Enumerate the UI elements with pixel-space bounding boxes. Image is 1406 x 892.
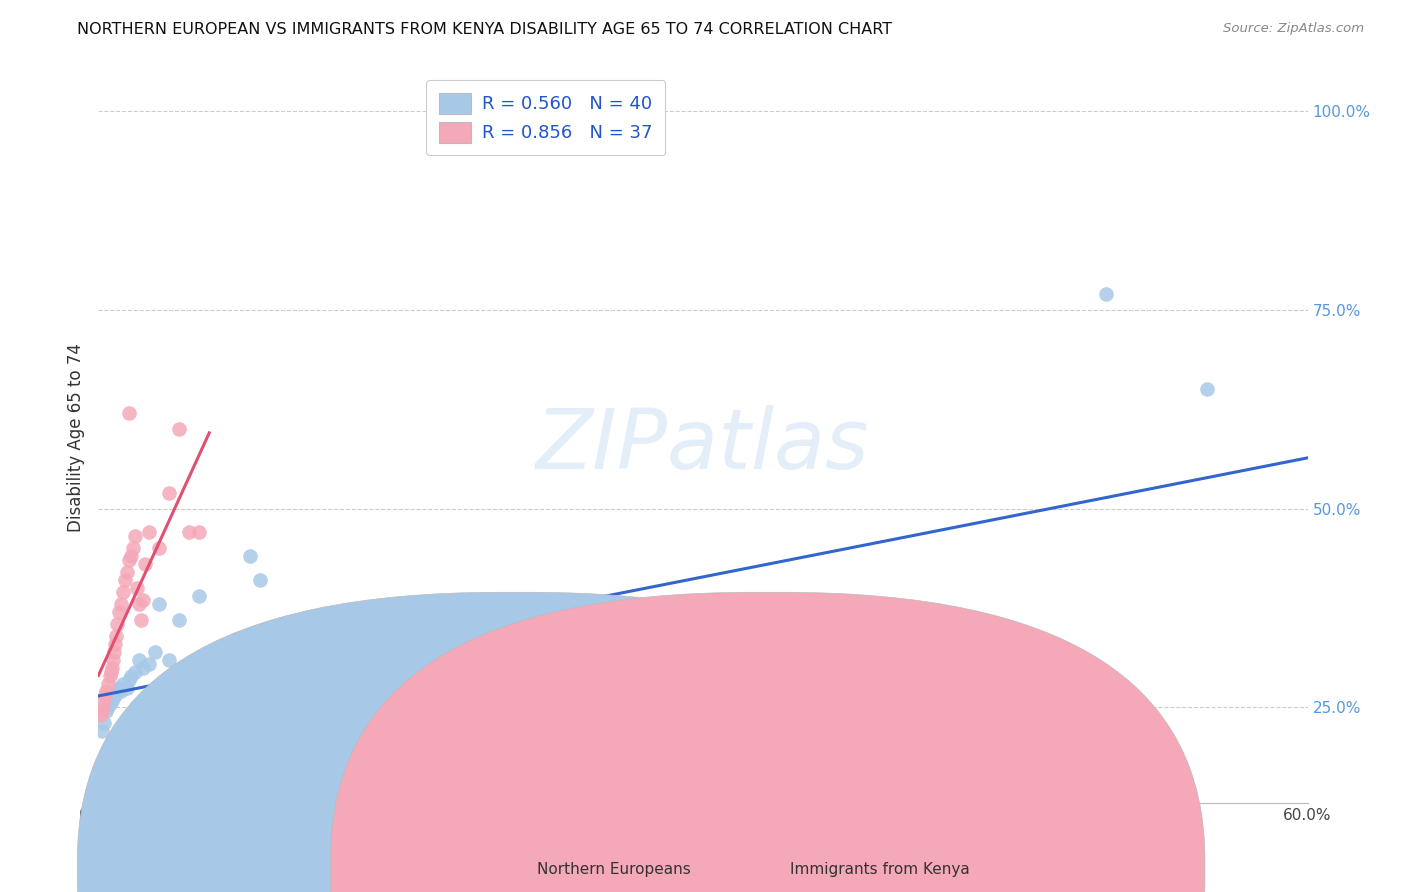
Point [91,705,114,719]
Point [93,700,115,714]
Point [124,529,146,543]
Point [430,629,453,643]
Point [96,684,118,698]
Text: Northern Europeans: Northern Europeans [537,863,690,877]
Point [93,692,115,706]
Text: Immigrants from Kenya: Immigrants from Kenya [790,863,970,877]
Text: ZIPatlas: ZIPatlas [536,406,870,486]
Point [129,613,152,627]
Point [249,573,271,587]
Point [118,673,141,687]
Point [288,621,311,635]
Point [103,645,125,659]
Point [132,593,155,607]
Point [148,597,170,611]
Point [93,716,115,731]
Point [121,541,143,556]
Point [125,581,148,595]
Point [1095,287,1118,301]
Point [148,541,170,556]
Point [110,684,132,698]
Point [118,406,141,420]
Point [138,525,160,540]
Point [120,668,142,682]
Point [103,637,125,651]
Point [208,660,231,674]
Point [107,681,129,695]
Point [111,585,134,599]
Point [105,684,128,698]
Point [100,665,122,679]
Point [128,653,150,667]
Point [591,720,613,734]
Point [124,665,146,679]
Point [167,613,190,627]
Point [409,697,432,711]
Point [96,705,118,719]
Point [167,422,190,436]
Point [105,616,128,631]
Point [179,525,201,540]
Point [120,549,142,564]
Point [188,525,211,540]
Point [309,728,332,742]
Y-axis label: Disability Age 65 to 74: Disability Age 65 to 74 [66,343,84,532]
Point [188,589,211,603]
Point [98,668,121,682]
Point [114,573,136,587]
Point [134,558,156,572]
Point [90,708,112,723]
Point [91,724,114,739]
Point [115,566,138,580]
Point [103,689,125,703]
Point [132,660,155,674]
Legend: R = 0.560   N = 40, R = 0.856   N = 37: R = 0.560 N = 40, R = 0.856 N = 37 [426,80,665,155]
Point [128,597,150,611]
Point [101,653,124,667]
Point [97,700,120,714]
Point [110,597,132,611]
Point [100,697,122,711]
Point [651,613,673,627]
Point [115,681,138,695]
Point [94,689,117,703]
Point [118,553,141,567]
Point [101,692,124,706]
Point [269,660,291,674]
Point [733,780,755,794]
Point [470,736,492,750]
Point [157,485,180,500]
Point [138,657,160,671]
Point [370,732,392,747]
Point [143,681,166,695]
Point [111,676,134,690]
Point [1195,383,1218,397]
Text: Source: ZipAtlas.com: Source: ZipAtlas.com [1223,22,1364,36]
Point [104,629,127,643]
Point [100,660,122,674]
Point [143,645,166,659]
Point [329,624,352,639]
Point [107,605,129,619]
Point [239,549,262,564]
Point [530,653,553,667]
Point [157,653,180,667]
Point [97,676,120,690]
Text: NORTHERN EUROPEAN VS IMMIGRANTS FROM KENYA DISABILITY AGE 65 TO 74 CORRELATION C: NORTHERN EUROPEAN VS IMMIGRANTS FROM KEN… [77,22,893,37]
